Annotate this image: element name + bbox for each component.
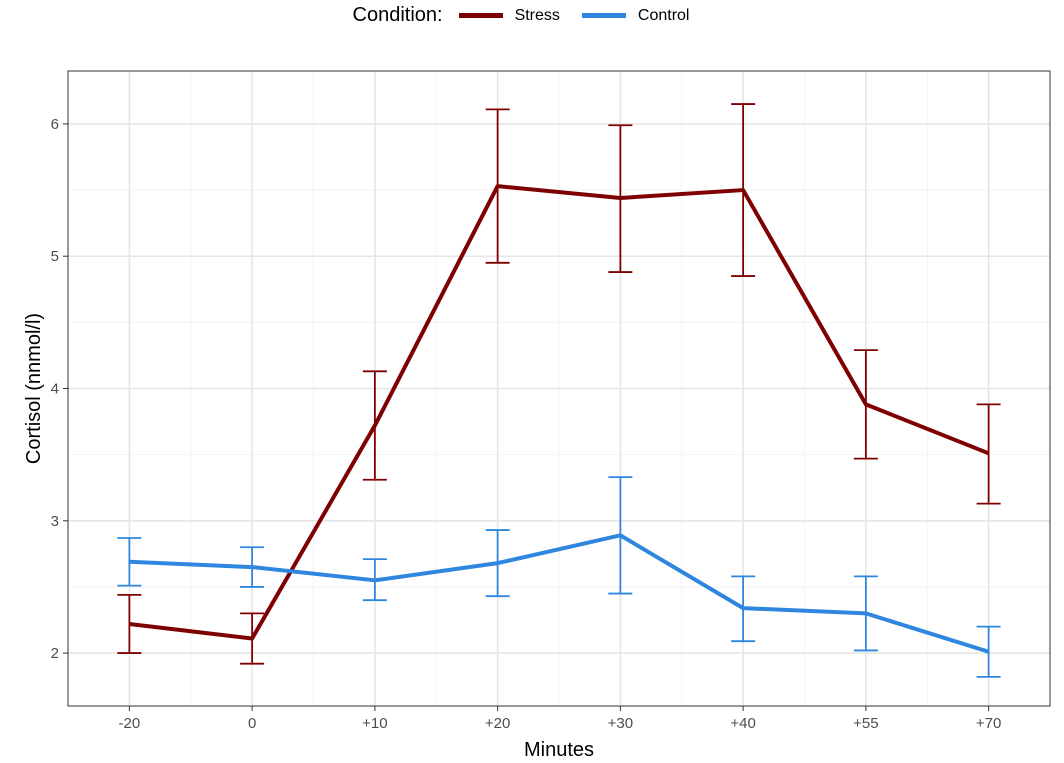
x-tick-label: +30 [608, 715, 633, 732]
legend-item-stress: Stress [458, 6, 560, 25]
y-tick-label: 3 [51, 513, 59, 530]
series-line-stress [129, 184, 990, 641]
series-line-control [129, 533, 990, 654]
x-tick-label: +40 [730, 715, 755, 732]
series-control [117, 476, 1001, 678]
y-axis-title: Cortisol (nnmol/l) [23, 313, 45, 464]
x-tick-label: +70 [976, 715, 1001, 732]
x-tick-label: +20 [485, 715, 510, 732]
legend-item-control: Control [581, 6, 690, 25]
x-axis-title: Minutes [524, 739, 594, 761]
legend-key-control [581, 13, 626, 18]
legend-label-control: Control [637, 6, 690, 24]
legend-title: Condition: [352, 4, 443, 26]
legend: Condition: Stress Control [0, 4, 1064, 27]
x-tick-label: +55 [853, 715, 878, 732]
y-tick-label: 6 [51, 116, 59, 133]
x-tick-label: +10 [362, 715, 387, 732]
y-tick-label: 2 [51, 645, 59, 662]
axis-layer: 2 3 4 5 6 -20 0 +10 +20 +30 +40 +55 +70 [51, 116, 1002, 732]
legend-key-stress [458, 13, 503, 18]
series-stress [117, 103, 1001, 665]
series-layer [117, 103, 1001, 678]
x-tick-label: 0 [248, 715, 256, 732]
grid-layer [68, 71, 1050, 706]
y-tick-label: 5 [51, 248, 59, 265]
legend-label-stress: Stress [514, 6, 560, 24]
x-tick-label: -20 [119, 715, 141, 732]
y-tick-label: 4 [51, 381, 59, 398]
